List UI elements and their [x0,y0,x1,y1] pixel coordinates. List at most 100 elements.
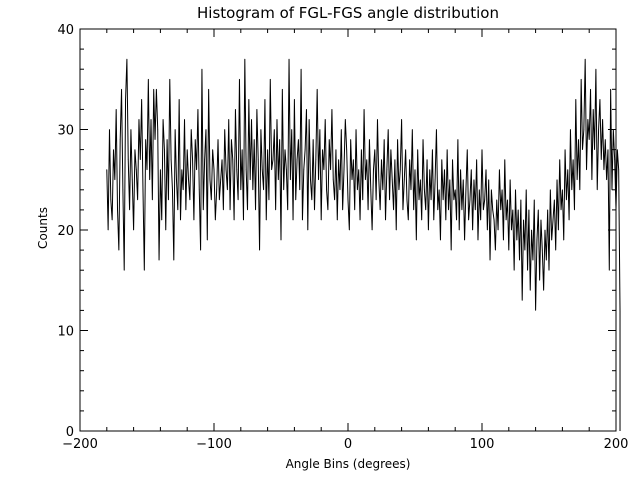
data-point [146,169,148,171]
data-point [426,159,428,161]
data-point [474,209,476,211]
data-point [586,169,587,171]
data-point [386,169,388,171]
data-point [303,169,305,171]
data-point [209,179,211,181]
data-point [107,229,109,231]
data-point [545,259,547,261]
data-point [330,169,331,171]
data-point [172,189,173,191]
data-point [544,229,546,231]
data-point [383,139,385,140]
data-point [531,229,532,231]
data-point [618,169,620,171]
data-point [283,189,285,191]
data-point [591,179,593,181]
data-point [448,209,449,211]
data-point [590,88,591,90]
data-point [166,139,168,140]
data-point [216,189,218,191]
data-point [249,179,251,181]
data-point [281,88,283,90]
data-point [527,269,528,271]
data-point [401,119,402,120]
data-point [410,189,412,191]
data-point [472,229,474,231]
data-point [528,209,530,211]
data-point [390,149,392,151]
data-point [543,289,545,291]
data-point [580,78,582,80]
data-point [200,249,202,251]
data-point [603,169,605,171]
data-point [255,209,256,211]
data-point [568,219,570,221]
data-point [220,179,222,181]
data-point [453,199,455,201]
data-point [335,149,337,151]
data-point [402,209,404,211]
data-point [521,299,523,301]
x-tick-label: −200 [62,437,98,452]
data-point [556,179,558,181]
data-point [205,129,207,130]
data-point [264,98,266,100]
data-point [551,239,553,241]
data-point [218,199,220,201]
data-point [169,78,171,80]
data-point [433,219,435,221]
data-point [273,129,275,130]
data-point [280,239,282,241]
data-point [332,179,334,181]
data-point [288,58,290,60]
data-point [418,199,420,201]
data-point [253,139,255,140]
data-point [564,149,566,151]
x-tick-label: 100 [470,437,495,452]
data-point [261,169,263,171]
data-point [265,219,267,221]
data-point [310,179,311,181]
data-point [326,189,327,191]
data-point [236,169,238,171]
data-point [192,159,193,161]
data-point [318,179,319,181]
data-point [275,209,277,211]
data-point [320,219,322,221]
data-point [578,139,579,140]
x-tick-label: 200 [604,437,629,452]
data-point [592,109,594,110]
data-point [403,179,405,181]
data-point [469,199,471,201]
data-point [204,159,206,161]
data-point [378,179,380,181]
data-point [154,139,156,140]
data-point [478,189,480,191]
data-point [361,149,362,151]
data-point [338,159,340,161]
data-point [232,159,234,161]
data-point [460,169,461,171]
data-point [251,119,252,120]
data-point [296,159,298,161]
data-point [143,269,145,271]
data-point [409,159,411,161]
data-point [461,209,463,211]
data-point [173,259,175,261]
data-point [595,68,597,70]
data-point [231,139,232,140]
data-point [458,229,460,231]
data-point [206,239,208,241]
data-point [371,229,373,231]
data-point [336,219,338,221]
data-point [432,149,433,151]
data-point [576,179,578,181]
data-point [523,219,524,221]
data-point [141,98,143,100]
data-point [121,88,122,90]
data-point [604,139,606,140]
y-tick-label: 10 [57,325,74,340]
data-point [114,179,116,181]
y-tick-labels: 0 10 20 30 40 [57,23,74,440]
data-point [315,159,317,161]
